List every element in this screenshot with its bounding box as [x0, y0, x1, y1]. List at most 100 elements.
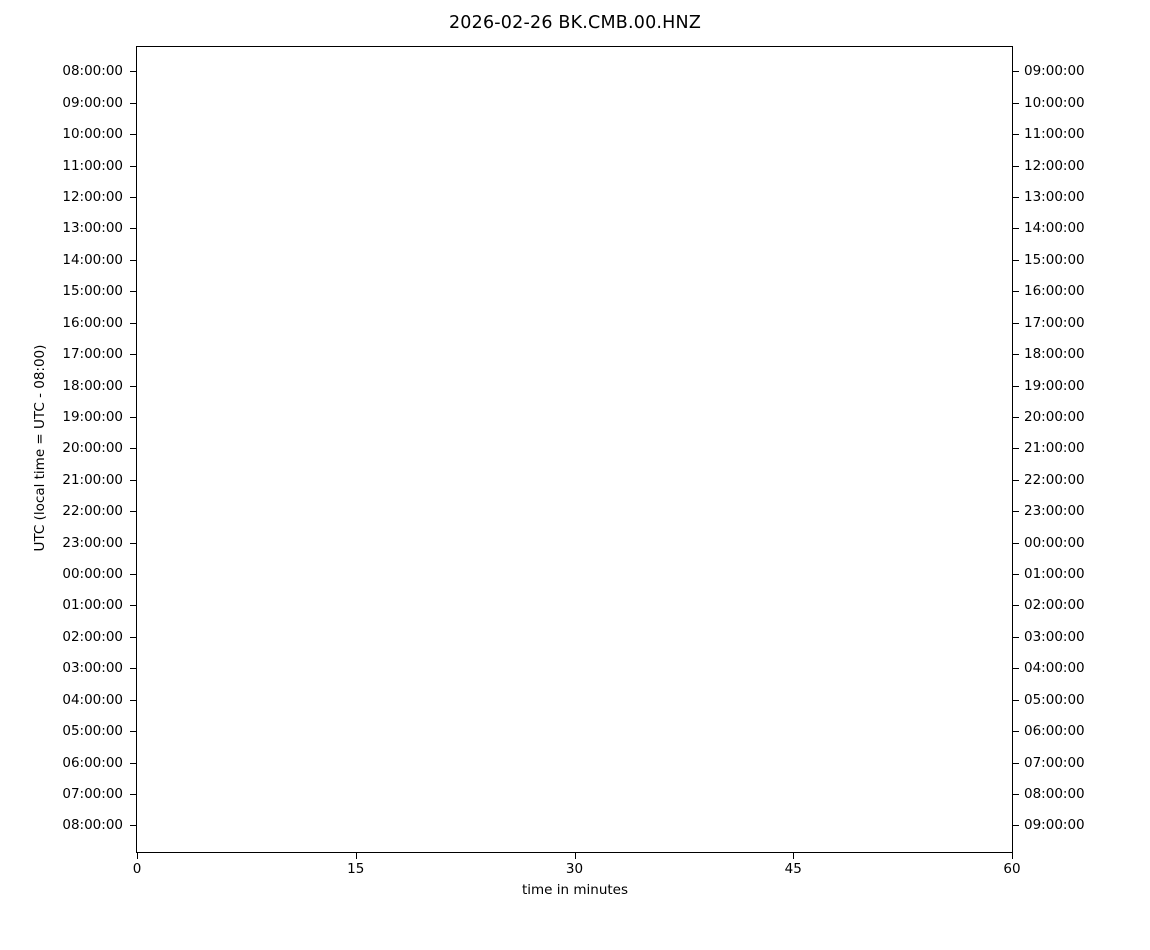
y-axis-label-left: 08:00:00 [62, 817, 123, 834]
y-axis-tick-right [1013, 259, 1019, 261]
y-axis-tick-left [130, 542, 136, 544]
y-axis-label-right: 12:00:00 [1024, 157, 1085, 174]
y-axis-tick-right [1013, 322, 1019, 324]
y-axis-label-left: 03:00:00 [62, 660, 123, 677]
y-axis-tick-right [1013, 605, 1019, 607]
x-axis-label: time in minutes [521, 882, 629, 898]
y-axis-tick-left [130, 354, 136, 356]
y-axis-tick-left [130, 196, 136, 198]
y-axis-label-right: 14:00:00 [1024, 220, 1085, 237]
y-axis-tick-right [1013, 448, 1019, 450]
y-axis-label-left: 16:00:00 [62, 314, 123, 331]
y-axis-tick-left [130, 102, 136, 104]
y-axis-tick-left [130, 762, 136, 764]
y-axis-label-left: 00:00:00 [62, 566, 123, 583]
y-axis-label-left: 01:00:00 [62, 597, 123, 614]
y-axis-tick-right [1013, 102, 1019, 104]
y-axis-tick-left [130, 793, 136, 795]
y-axis-tick-right [1013, 479, 1019, 481]
y-axis-tick-right [1013, 354, 1019, 356]
y-axis-label-right: 20:00:00 [1024, 408, 1085, 425]
x-axis-tick-label: 45 [784, 861, 802, 877]
x-axis-tick-label: 0 [132, 861, 142, 877]
y-axis-tick-left [130, 416, 136, 418]
y-axis-label-right: 13:00:00 [1024, 188, 1085, 205]
y-axis-tick-right [1013, 762, 1019, 764]
y-axis-label-left: 06:00:00 [62, 754, 123, 771]
y-axis-tick-right [1013, 574, 1019, 576]
y-axis-tick-right [1013, 668, 1019, 670]
y-axis-label-left: 08:00:00 [62, 63, 123, 80]
y-axis-tick-left [130, 511, 136, 513]
x-axis-tick-label: 60 [1003, 861, 1021, 877]
y-axis-label-right: 04:00:00 [1024, 660, 1085, 677]
plot-frame [136, 46, 1013, 853]
y-axis-tick-left [130, 731, 136, 733]
x-axis-tick [793, 853, 795, 859]
y-axis-tick-left [130, 479, 136, 481]
y-axis-tick-right [1013, 134, 1019, 136]
y-axis-label-left: 21:00:00 [62, 471, 123, 488]
y-axis-tick-right [1013, 385, 1019, 387]
y-axis-tick-left [130, 699, 136, 701]
y-axis-label-left: 22:00:00 [62, 503, 123, 520]
y-axis-label-right: 03:00:00 [1024, 628, 1085, 645]
y-axis-label-right: 18:00:00 [1024, 346, 1085, 363]
y-axis-tick-left [130, 605, 136, 607]
y-axis-label-left: 09:00:00 [62, 94, 123, 111]
y-axis-label-right: 22:00:00 [1024, 471, 1085, 488]
y-axis-label-right: 15:00:00 [1024, 251, 1085, 268]
y-axis-label-right: 08:00:00 [1024, 785, 1085, 802]
y-axis-label-left: 17:00:00 [62, 346, 123, 363]
y-axis-tick-left [130, 636, 136, 638]
x-axis-tick [137, 853, 138, 859]
y-axis-label-right: 02:00:00 [1024, 597, 1085, 614]
y-axis-tick-right [1013, 196, 1019, 198]
y-axis-tick-right [1013, 71, 1019, 73]
y-axis-label-right: 21:00:00 [1024, 440, 1085, 457]
y-axis-tick-right [1013, 228, 1019, 230]
y-axis-tick-right [1013, 291, 1019, 293]
y-axis-label-right: 05:00:00 [1024, 691, 1085, 708]
y-axis-label-right: 09:00:00 [1024, 63, 1085, 80]
y-axis-tick-left [130, 574, 136, 576]
y-axis-label-right: 17:00:00 [1024, 314, 1085, 331]
y-axis-tick-right [1013, 731, 1019, 733]
y-axis-tick-left [130, 668, 136, 670]
y-axis-label-left: 23:00:00 [62, 534, 123, 551]
y-axis-label-left: 10:00:00 [62, 126, 123, 143]
y-axis-label-right: 19:00:00 [1024, 377, 1085, 394]
y-axis-label-right: 06:00:00 [1024, 723, 1085, 740]
y-axis-label-right: 10:00:00 [1024, 94, 1085, 111]
y-axis-tick-right [1013, 793, 1019, 795]
y-axis-label-right: 11:00:00 [1024, 126, 1085, 143]
y-axis-tick-left [130, 228, 136, 230]
y-axis-label-left: 14:00:00 [62, 251, 123, 268]
y-axis-label-right: 00:00:00 [1024, 534, 1085, 551]
x-axis-tick-label: 30 [565, 861, 584, 877]
y-axis-tick-right [1013, 699, 1019, 701]
y-axis-tick-left [130, 385, 136, 387]
y-axis-label-right: 23:00:00 [1024, 503, 1085, 520]
x-axis-tick [1012, 853, 1013, 859]
y-axis-label-right: 09:00:00 [1024, 817, 1085, 834]
y-axis-tick-right [1013, 542, 1019, 544]
y-axis-label-left: 20:00:00 [62, 440, 123, 457]
page-title: 2026-02-26 BK.CMB.00.HNZ [448, 13, 702, 33]
x-axis-tick [355, 853, 357, 859]
y-axis-label-left: 19:00:00 [62, 408, 123, 425]
y-axis-label-left: 15:00:00 [62, 283, 123, 300]
y-axis-tick-right [1013, 636, 1019, 638]
y-axis-tick-left [130, 71, 136, 73]
y-axis-label-left: 04:00:00 [62, 691, 123, 708]
y-axis-label-left: 05:00:00 [62, 723, 123, 740]
y-axis-tick-right [1013, 825, 1019, 827]
y-axis-tick-left [130, 448, 136, 450]
y-axis-tick-left [130, 825, 136, 827]
y-axis-tick-right [1013, 165, 1019, 167]
y-axis-label-left: 02:00:00 [62, 628, 123, 645]
y-axis-label-left: 07:00:00 [62, 785, 123, 802]
y-axis-label-right: 07:00:00 [1024, 754, 1085, 771]
y-axis-label-right: 01:00:00 [1024, 566, 1085, 583]
